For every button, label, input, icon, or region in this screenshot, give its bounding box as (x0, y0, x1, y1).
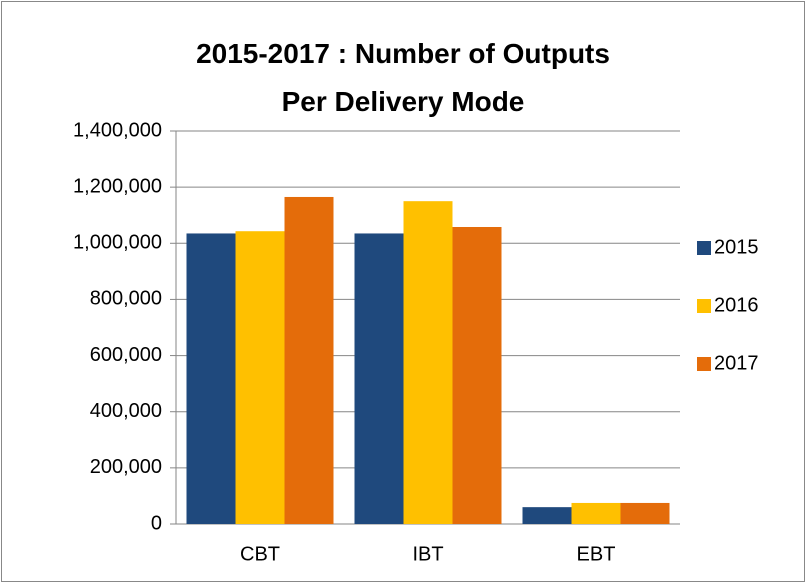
y-tick-label: 400,000 (90, 400, 162, 422)
legend-swatch (697, 357, 711, 371)
x-tick-label: CBT (240, 543, 280, 565)
legend-swatch (697, 299, 711, 313)
bar (186, 233, 236, 525)
x-tick-label: IBT (412, 543, 443, 565)
x-tick-label: EBT (577, 543, 616, 565)
legend-label: 2017 (714, 352, 759, 374)
y-tick-label: 600,000 (90, 344, 162, 366)
bar (354, 233, 404, 525)
y-tick-label: 800,000 (90, 288, 162, 310)
y-tick-label: 1,400,000 (73, 119, 162, 141)
y-tick-label: 200,000 (90, 456, 162, 478)
legend-label: 2015 (714, 236, 759, 258)
y-tick-label: 1,000,000 (73, 232, 162, 254)
bar (284, 196, 334, 525)
legend-label: 2016 (714, 294, 759, 316)
y-tick-label: 1,200,000 (73, 175, 162, 197)
bar (235, 231, 285, 524)
y-tick-label: 0 (151, 512, 162, 534)
bar (522, 507, 572, 524)
chart-title: 2015-2017 : Number of Outputs Per Delive… (196, 38, 610, 117)
bar (571, 502, 621, 524)
bar (403, 201, 453, 524)
legend-swatch (697, 241, 711, 255)
bar (620, 502, 670, 524)
bar (452, 227, 502, 525)
